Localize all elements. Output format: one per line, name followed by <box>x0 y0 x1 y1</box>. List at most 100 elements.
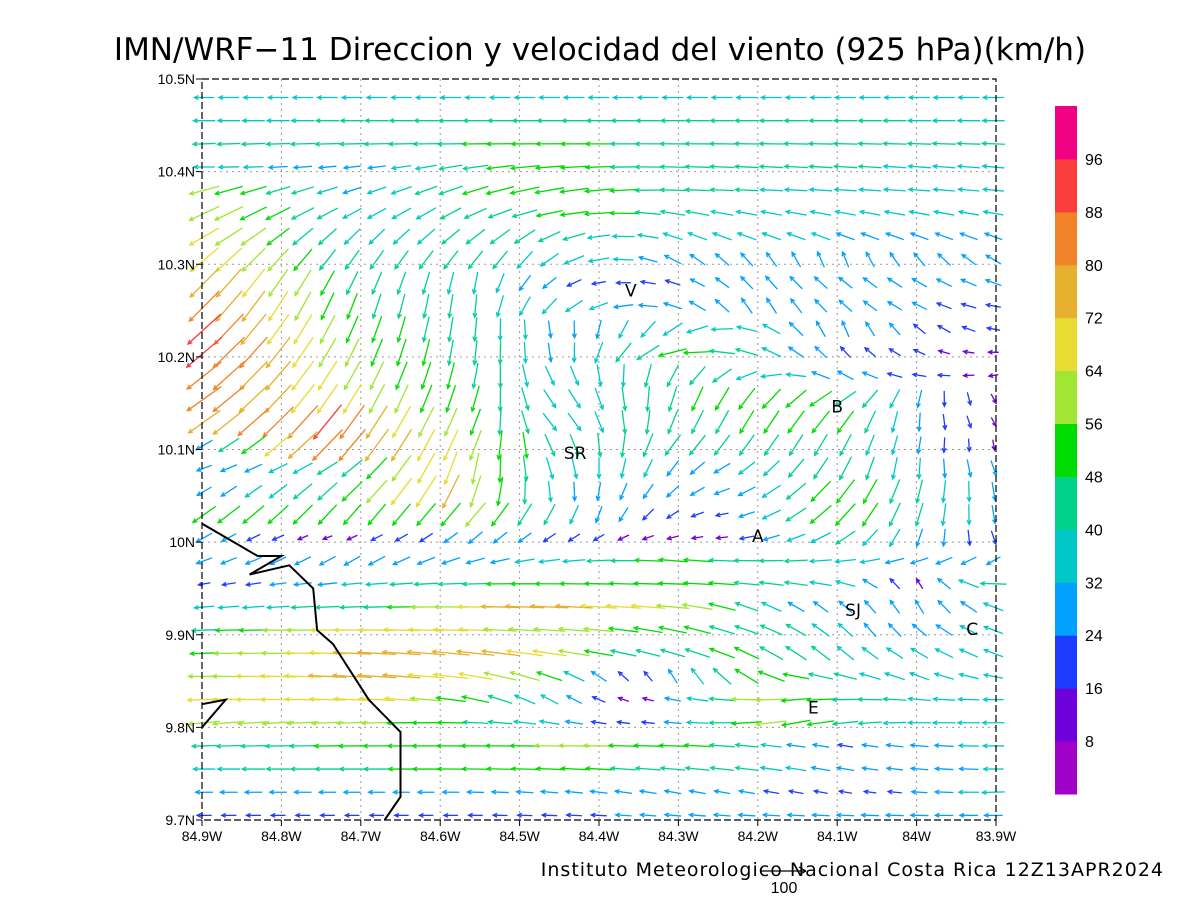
wind-vector <box>762 534 780 542</box>
wind-vector <box>808 558 832 564</box>
wind-vector <box>495 295 505 318</box>
wind-vector <box>469 429 482 462</box>
wind-vector <box>446 362 455 390</box>
wind-vector <box>534 187 564 195</box>
wind-vector <box>734 601 759 612</box>
wind-vector <box>236 721 270 727</box>
wind-vector <box>341 481 363 502</box>
wind-vector <box>509 581 539 587</box>
wind-vector <box>339 118 364 124</box>
wind-vector <box>890 435 899 456</box>
colorbar-swatch <box>1055 264 1077 319</box>
wind-vector <box>411 766 440 772</box>
wind-vector <box>332 696 371 702</box>
wind-vector <box>914 598 925 615</box>
wind-vector <box>710 94 733 101</box>
wind-vector <box>618 320 629 340</box>
wind-vector <box>909 742 929 749</box>
wind-vector <box>559 766 588 772</box>
wind-vector <box>785 232 806 241</box>
wind-vector <box>761 347 782 358</box>
wind-vector <box>596 364 603 388</box>
wind-vector <box>292 462 313 474</box>
wind-vector <box>708 141 735 147</box>
wind-vector <box>785 482 807 501</box>
wind-vector <box>242 505 265 525</box>
wind-vector <box>958 672 979 680</box>
wind-vector <box>314 141 340 147</box>
wind-vector <box>636 232 659 239</box>
wind-vector <box>758 187 783 193</box>
wind-vector <box>413 118 439 124</box>
wind-vector <box>667 668 678 684</box>
wind-vector <box>594 411 605 434</box>
wind-vector <box>735 370 758 381</box>
wind-vector <box>708 720 736 726</box>
wind-vector <box>659 118 685 124</box>
wind-vector <box>690 535 704 541</box>
colorbar-swatch <box>1055 635 1077 689</box>
wind-vector <box>490 789 509 795</box>
wind-vector <box>860 765 879 771</box>
wind-vector <box>383 696 419 702</box>
wind-vector <box>522 455 529 482</box>
wind-vector <box>865 434 875 457</box>
wind-vector <box>834 209 856 216</box>
wind-vector <box>213 206 244 221</box>
wind-vector <box>365 94 388 101</box>
wind-vector <box>367 789 386 795</box>
wind-vector <box>518 274 532 292</box>
wind-vector <box>713 487 731 496</box>
y-tick-label: 10.5N <box>158 71 195 87</box>
wind-vector <box>469 475 482 509</box>
wind-vector <box>591 696 606 703</box>
wind-vector <box>960 556 977 565</box>
wind-vector <box>885 647 904 660</box>
wind-vector <box>835 765 855 772</box>
wind-vector <box>659 209 686 216</box>
wind-vector <box>685 94 708 101</box>
wind-vector <box>440 502 461 527</box>
wind-vector <box>865 320 876 337</box>
wind-vector <box>607 581 638 587</box>
coastline-path <box>201 522 402 821</box>
wind-vector <box>936 252 951 266</box>
reference-vector: 100 <box>761 866 807 897</box>
wind-vector <box>689 486 705 496</box>
wind-vector <box>740 275 754 290</box>
wind-vector <box>345 534 358 541</box>
wind-vector <box>763 434 780 457</box>
wind-vector <box>292 164 313 170</box>
wind-vector <box>368 228 386 245</box>
wind-vector <box>188 227 220 246</box>
wind-vector <box>617 670 630 682</box>
wind-vector <box>956 720 980 726</box>
wind-vector <box>689 253 706 266</box>
wind-vector <box>562 671 585 682</box>
wind-vector <box>833 94 856 101</box>
wind-vector <box>446 339 454 367</box>
wind-vector <box>396 271 407 296</box>
wind-vector <box>432 672 469 680</box>
colorbar-swatch <box>1055 476 1077 530</box>
wind-vector <box>665 485 680 498</box>
wind-vector <box>765 297 778 314</box>
wind-vector <box>665 535 679 541</box>
wind-vector <box>619 458 627 480</box>
wind-vector <box>643 458 653 479</box>
wind-vector <box>984 254 1002 265</box>
credit-text: Instituto Meteorologico Nacional Costa R… <box>541 859 1164 881</box>
wind-vector <box>657 580 688 586</box>
wind-vector <box>841 250 850 268</box>
wind-vector <box>884 812 904 818</box>
wind-vector <box>364 581 388 587</box>
wind-vector <box>620 432 626 459</box>
y-tick-label: 10.4N <box>158 164 195 180</box>
wind-vector <box>287 431 318 460</box>
wind-vector <box>441 228 461 245</box>
wind-vector <box>834 503 856 527</box>
wind-vector <box>966 481 972 503</box>
wind-vector <box>682 350 712 356</box>
wind-vector <box>393 812 409 818</box>
wind-vector <box>471 362 479 390</box>
